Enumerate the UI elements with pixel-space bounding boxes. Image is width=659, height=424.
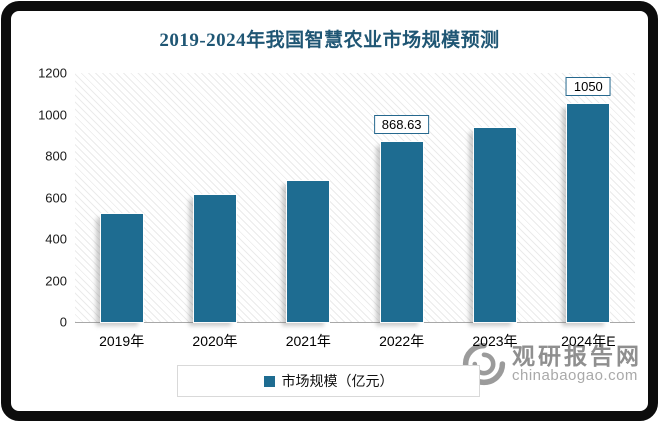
data-label-2022年: 868.63 bbox=[373, 114, 430, 134]
x-axis: 2019年 2020年 2021年 2022年 2023年 2024年E bbox=[75, 331, 635, 351]
watermark-domain: chinabaogao.com bbox=[512, 367, 638, 385]
x-tick-label-2023年: 2023年 bbox=[472, 333, 518, 349]
x-tick-label-2020年: 2020年 bbox=[192, 333, 238, 349]
y-tick-label: 1200 bbox=[38, 65, 67, 81]
y-tick-label: 400 bbox=[45, 231, 67, 247]
x-tick-label-2024年E: 2024年E bbox=[561, 333, 616, 349]
bar-2019年 bbox=[99, 213, 144, 323]
y-tick-label: 200 bbox=[45, 273, 67, 288]
legend-label: 市场规模（亿元） bbox=[281, 373, 394, 389]
bar-2023年 bbox=[473, 127, 517, 323]
legend-marker-icon bbox=[263, 375, 275, 387]
x-tick-label-2019年: 2019年 bbox=[99, 333, 145, 349]
bar-2020年 bbox=[193, 194, 237, 323]
plot-area: 868.63 1050 bbox=[75, 73, 635, 324]
y-tick-label: 600 bbox=[45, 190, 67, 205]
y-tick-label: 800 bbox=[45, 148, 67, 164]
x-tick-label-2021年: 2021年 bbox=[285, 333, 331, 349]
watermark: 观研报告网 chinabaogao.com bbox=[461, 341, 642, 387]
x-tick-label-2022年: 2022年 bbox=[379, 333, 425, 349]
bar-2021年 bbox=[286, 179, 331, 324]
watermark-name: 观研报告网 bbox=[512, 343, 642, 370]
y-axis: 0 200 400 600 800 1000 1200 bbox=[11, 66, 67, 330]
data-label-2024年E: 1050 bbox=[565, 77, 611, 97]
y-tick-label: 1000 bbox=[38, 107, 67, 122]
legend: 市场规模（亿元） bbox=[177, 365, 480, 397]
bar-2022年 bbox=[379, 140, 424, 324]
bar-2024年E bbox=[566, 103, 611, 323]
chart-title: 2019-2024年我国智慧农业市场规模预测 bbox=[159, 30, 500, 51]
chart-inner: 2019-2024年我国智慧农业市场规模预测 0 200 400 600 800 1000… bbox=[11, 11, 648, 411]
y-tick-label: 0 bbox=[59, 314, 67, 330]
